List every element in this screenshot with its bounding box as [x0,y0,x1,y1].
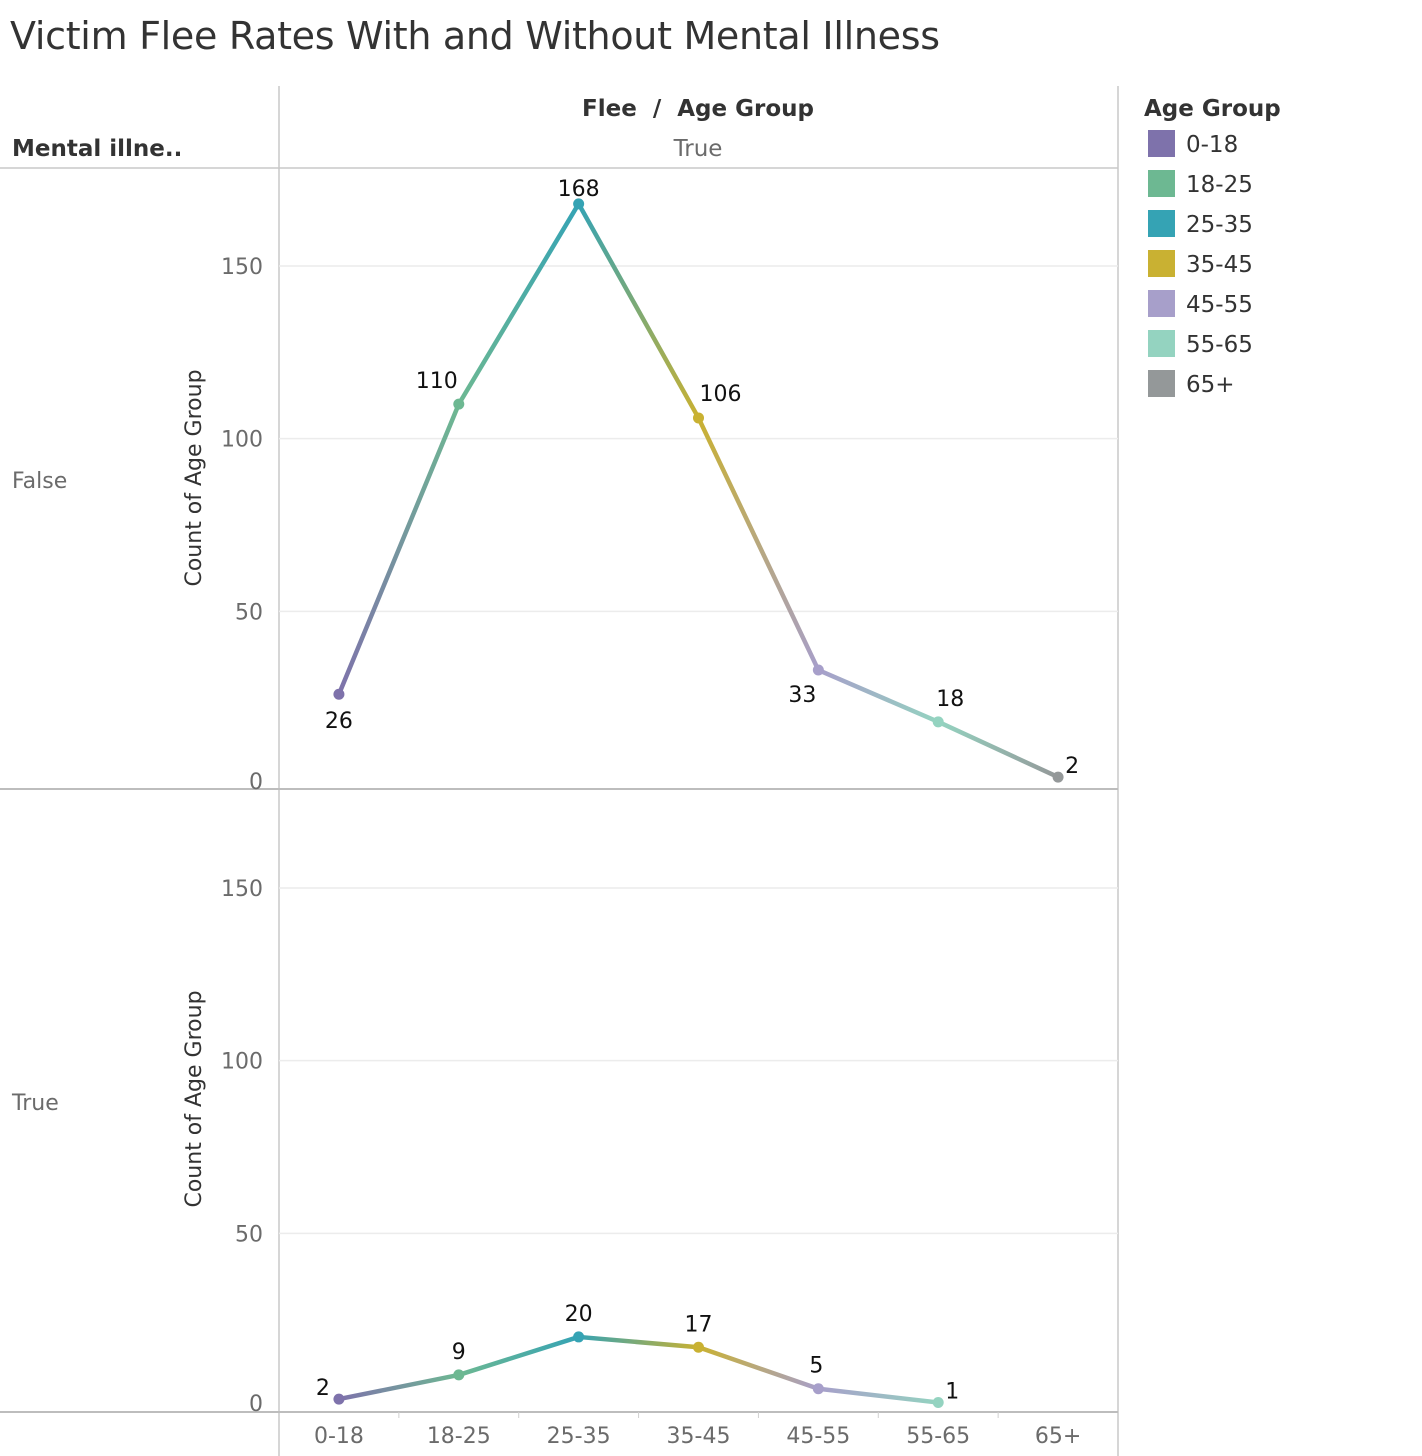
legend-swatch [1148,250,1175,277]
data-label: 20 [565,1302,593,1327]
series-line-segment [696,415,821,673]
data-label: 33 [788,683,816,708]
x-tick-label: 65+ [1035,1424,1081,1449]
y-axis-title: Count of Age Group [182,369,207,586]
data-label: 2 [316,1376,330,1401]
y-tick-label: 100 [221,428,263,453]
legend-swatch [1148,210,1175,237]
x-tick-label: 25-35 [547,1424,611,1449]
series-line-segment [816,1386,941,1405]
legend-label: 25-35 [1186,212,1253,238]
data-point-18-25[interactable] [453,398,465,410]
y-tick-label: 100 [221,1050,263,1075]
chart-title: Victim Flee Rates With and Without Menta… [10,14,940,58]
legend-label: 18-25 [1186,172,1253,198]
y-tick-label: 50 [235,600,263,625]
legend-item-0-18[interactable]: 0-18 [1148,130,1238,158]
data-point-0-18[interactable] [333,1393,345,1405]
data-point-25-35[interactable] [573,1331,585,1343]
legend-swatch [1148,330,1175,357]
data-point-45-55[interactable] [812,1383,824,1395]
legend-label: 0-18 [1186,132,1238,158]
legend-swatch [1148,130,1175,157]
legend-label: 35-45 [1186,252,1253,278]
legend-swatch [1148,370,1175,397]
x-tick-label: 18-25 [427,1424,491,1449]
y-tick-label: 50 [235,1222,263,1247]
series-line-segment [456,1334,581,1378]
series-line-segment [576,201,701,421]
legend-swatch [1148,170,1175,197]
series-line-segment [456,201,581,407]
row-label: False [12,469,67,494]
series-line-segment [336,401,462,697]
data-label: 26 [325,709,353,734]
data-label: 2 [1065,754,1079,779]
y-tick-label: 150 [221,255,263,280]
data-label: 17 [685,1312,713,1337]
data-label: 106 [700,382,742,407]
y-axis-title: Count of Age Group [182,990,207,1207]
legend-title: Age Group [1144,96,1281,122]
data-point-65+[interactable] [1052,771,1064,783]
x-tick-label: 45-55 [786,1424,850,1449]
legend-item-25-35[interactable]: 25-35 [1148,210,1253,238]
panel-true: 0 50 100 150 True Count of Age Group 2 9 20 17 5 1 [11,877,1118,1417]
x-tick-label: 35-45 [667,1424,731,1449]
series-line-segment [576,1334,701,1350]
data-label: 1 [945,1380,959,1405]
x-tick-label: 55-65 [906,1424,970,1449]
y-tick-label: 0 [249,1392,263,1417]
legend-label: 65+ [1186,372,1235,398]
data-label: 9 [452,1340,466,1365]
data-point-45-55[interactable] [812,664,824,676]
series-line-segment [696,1345,821,1391]
legend-label: 45-55 [1186,292,1253,318]
panel-false: 0 50 100 150 False Count of Age Group 26 110 168… [12,177,1118,795]
legend-item-35-45[interactable]: 35-45 [1148,250,1253,278]
series-line-segment [816,667,941,725]
series-line-segment [935,719,1061,780]
legend-swatch [1148,290,1175,317]
data-label: 18 [936,687,964,712]
column-header: Flee / Age Group [582,96,814,122]
legend-item-55-65[interactable]: 55-65 [1148,330,1253,358]
column-value-label: True [673,136,723,162]
data-point-0-18[interactable] [333,688,345,700]
legend-item-45-55[interactable]: 45-55 [1148,290,1253,318]
data-point-55-65[interactable] [932,1397,944,1409]
data-point-25-35[interactable] [573,198,585,210]
y-tick-label: 0 [249,770,263,795]
row-header: Mental illne.. [12,136,182,162]
data-point-18-25[interactable] [453,1369,465,1381]
data-label: 5 [809,1354,823,1379]
data-label: 168 [558,177,600,202]
row-label: True [11,1091,59,1116]
data-point-35-45[interactable] [693,412,704,424]
series-line-segment [336,1372,462,1402]
data-point-35-45[interactable] [693,1341,704,1353]
legend-item-65+[interactable]: 65+ [1148,370,1235,398]
x-tick-label: 0-18 [314,1424,364,1449]
legend-item-18-25[interactable]: 18-25 [1148,170,1253,198]
data-point-55-65[interactable] [932,716,944,728]
legend-label: 55-65 [1186,332,1253,358]
data-label: 110 [416,369,458,394]
y-tick-label: 150 [221,877,263,902]
